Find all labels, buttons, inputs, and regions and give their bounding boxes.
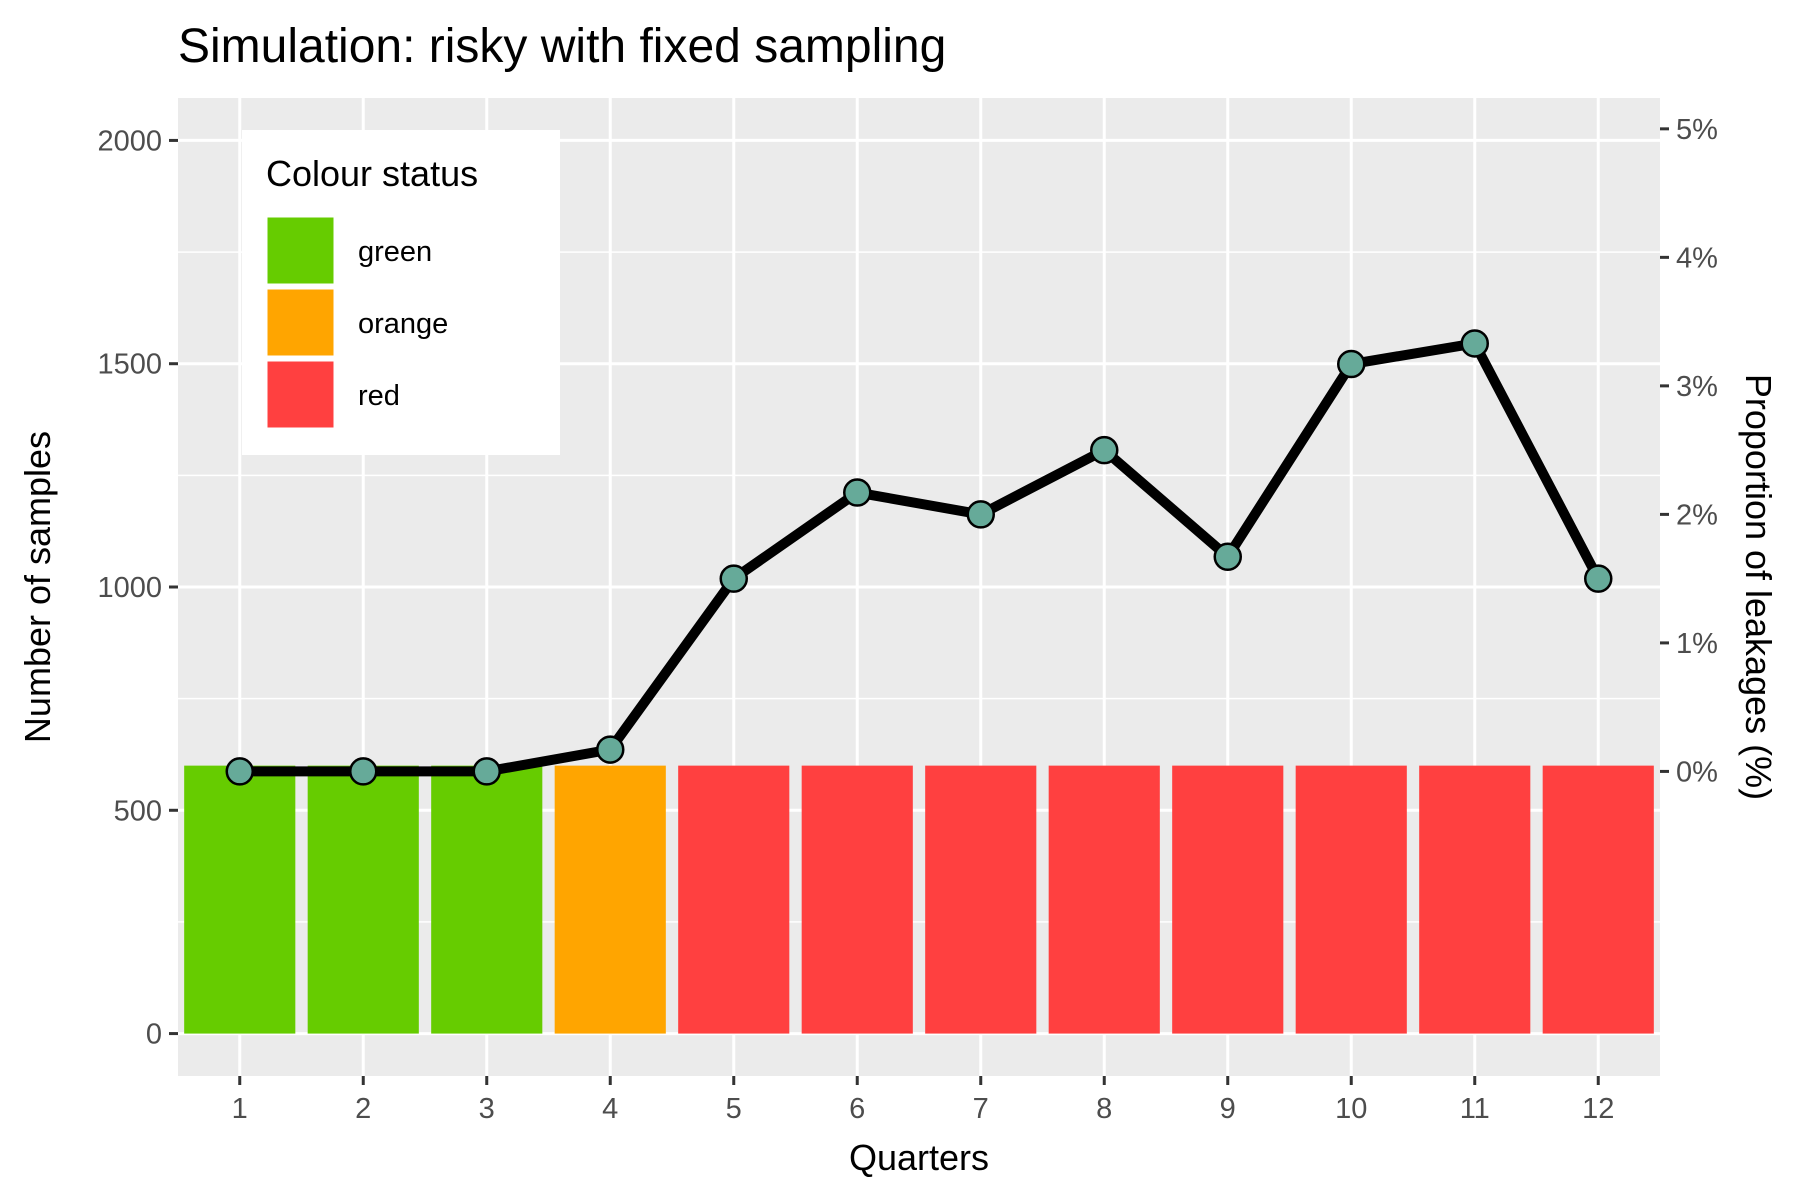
bar-quarter-7 [925,765,1037,1034]
legend-key-orange [264,286,337,359]
chart-title: Simulation: risky with fixed sampling [178,20,946,73]
x-axis-label: Quarters [849,1137,989,1178]
y-axis-label: Number of samples [17,431,58,743]
legend: Colour status green orange red [242,130,560,455]
leakage-point-7 [966,500,995,529]
leakage-point-3 [472,757,501,786]
bar-quarter-2 [307,765,419,1034]
bar-quarter-10 [1295,765,1407,1034]
y2-tick-label: 4% [1676,242,1718,274]
x-axis: 1 2 3 4 5 6 7 8 9 10 11 12 [232,1076,1614,1125]
y-tick-label: 2000 [97,125,162,157]
point-series [225,329,1613,786]
legend-items: green orange red [264,214,448,431]
x-tick-label: 9 [1220,1093,1236,1125]
bar-quarter-3 [431,765,543,1034]
legend-label-orange: orange [358,308,448,340]
bar-quarter-5 [678,765,790,1034]
leakage-point-1 [225,757,254,786]
x-tick-label: 11 [1460,1093,1490,1125]
legend-title: Colour status [266,153,478,194]
y2-tick-label: 2% [1676,499,1718,531]
legend-label-green: green [358,236,432,268]
y2-tick-label: 3% [1676,371,1718,403]
legend-key-red [264,358,337,431]
leakage-point-2 [349,757,378,786]
leakage-line [234,338,1604,777]
x-tick-label: 4 [602,1093,618,1125]
leakage-point-8 [1090,435,1119,465]
bar-quarter-9 [1172,765,1284,1034]
x-tick-label: 3 [479,1093,495,1125]
y2-axis-label: Proportion of leakages (%) [1738,374,1779,800]
y2-tick-label: 0% [1676,756,1718,788]
leakage-point-4 [596,735,625,764]
x-tick-label: 1 [232,1093,248,1125]
x-tick-label: 5 [726,1093,742,1125]
y-axis-right: 0% 1% 2% 3% 4% 5% [1660,114,1718,788]
x-tick-label: 6 [849,1093,865,1125]
leakage-point-9 [1213,542,1242,572]
x-tick-label: 8 [1096,1093,1112,1125]
y2-tick-label: 5% [1676,114,1718,146]
x-tick-label: 10 [1335,1093,1367,1125]
y-axis-left: 0 500 1000 1500 2000 [97,125,178,1051]
line-series [234,338,1604,777]
bar-series [184,765,1654,1034]
y-tick-label: 0 [146,1019,162,1051]
bar-quarter-1 [184,765,296,1034]
x-tick-label: 7 [973,1093,989,1125]
y-tick-label: 500 [114,795,162,827]
y-tick-label: 1000 [97,572,162,604]
y2-tick-label: 1% [1676,628,1718,660]
y-tick-label: 1500 [97,349,162,381]
legend-key-green [264,214,337,287]
leakage-point-10 [1337,349,1366,379]
leakage-point-6 [843,478,872,507]
leakage-point-11 [1460,329,1489,358]
bar-quarter-12 [1542,765,1654,1034]
bar-quarter-11 [1419,765,1531,1034]
leakage-point-12 [1584,564,1613,593]
leakage-point-5 [719,564,748,593]
bar-quarter-6 [801,765,913,1034]
bar-quarter-8 [1048,765,1160,1034]
x-tick-label: 2 [355,1093,371,1125]
legend-label-red: red [358,380,400,412]
bar-quarter-4 [554,765,666,1034]
x-tick-label: 12 [1582,1093,1614,1125]
